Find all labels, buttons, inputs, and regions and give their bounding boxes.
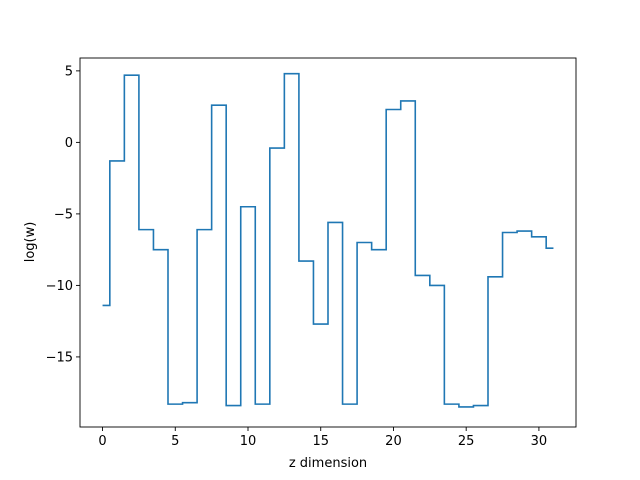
x-tick-label: 25: [458, 434, 475, 449]
plot-area: [79, 57, 577, 428]
y-tick-label: −15: [46, 350, 73, 365]
x-axis-label: z dimension: [289, 456, 367, 471]
x-tick-label: 10: [240, 434, 257, 449]
x-axis: 0 5 10 15 20 25 30: [98, 427, 547, 449]
x-tick-label: 5: [171, 434, 179, 449]
x-tick-label: 30: [531, 434, 548, 449]
y-tick-label: −5: [54, 207, 73, 222]
x-tick-label: 20: [385, 434, 402, 449]
series-line-0: [102, 72, 554, 408]
y-tick-label: 0: [65, 136, 73, 151]
y-tick-label: 5: [65, 64, 73, 79]
y-axis: 5 0 −5 −10 −15: [46, 64, 80, 365]
plot-frame: [79, 57, 577, 428]
x-tick-label: 15: [312, 434, 329, 449]
x-tick-label: 0: [98, 434, 106, 449]
y-axis-label: log(w): [23, 222, 38, 263]
y-tick-label: −10: [46, 279, 73, 294]
